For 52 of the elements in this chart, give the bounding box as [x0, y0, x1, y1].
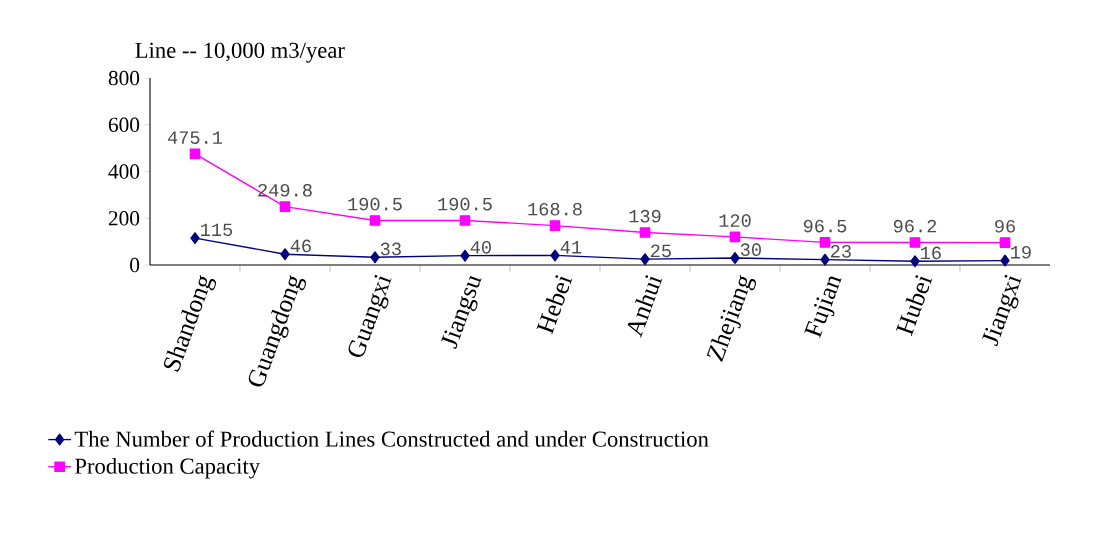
data-label: 139	[629, 209, 661, 223]
point	[370, 251, 380, 264]
x-tick-label: Anhui	[627, 275, 663, 338]
x-tick-label: Hubei	[895, 275, 933, 336]
data-label: 19	[1011, 245, 1031, 259]
point	[909, 237, 921, 248]
legend-label: Production Capacity	[75, 457, 260, 479]
data-label: 96	[995, 219, 1015, 233]
data-label: 115	[201, 223, 233, 237]
data-label: 25	[650, 244, 671, 258]
y-tick-label: 200	[108, 211, 140, 226]
point	[459, 215, 471, 226]
data-label: 190.5	[348, 197, 402, 211]
data-label: 23	[830, 244, 851, 258]
y-tick-label: 400	[108, 164, 140, 179]
point	[999, 237, 1011, 248]
point	[190, 232, 200, 245]
x-tick-label: Hebei	[536, 275, 573, 335]
point	[639, 227, 651, 238]
data-label: 40	[470, 240, 491, 254]
point	[369, 215, 381, 226]
data-label: 96.5	[803, 219, 847, 233]
point	[280, 248, 290, 261]
data-label: 96.2	[893, 219, 937, 233]
data-label: 30	[740, 243, 761, 256]
y-axis-title: Line -- 10,000 m3/year	[135, 42, 345, 63]
point	[820, 253, 830, 266]
point	[819, 237, 831, 248]
data-label: 168.8	[528, 202, 582, 216]
data-label: 41	[560, 241, 582, 254]
point	[550, 249, 560, 262]
point	[460, 249, 470, 262]
data-label: 16	[921, 246, 941, 260]
data-label: 190.5	[438, 197, 492, 211]
point	[730, 251, 740, 264]
data-label: 46	[290, 239, 311, 253]
data-label: 33	[380, 242, 401, 256]
point	[1000, 254, 1010, 267]
x-tick-label: Jiangxi	[982, 274, 1022, 347]
x-tick-label: Fujian	[804, 276, 842, 339]
point	[910, 255, 920, 268]
point	[279, 201, 291, 212]
y-tick-label: 800	[108, 70, 140, 86]
point	[640, 253, 650, 266]
y-tick-label: 600	[108, 117, 140, 132]
y-tick-label: 0	[130, 257, 140, 273]
legend-label: The Number of Production Lines Constructed and under Construction	[74, 430, 709, 447]
data-label: 249.8	[258, 183, 312, 197]
x-tick-label: Jiangsu	[441, 275, 482, 350]
point	[549, 220, 561, 231]
data-label: 475.1	[167, 131, 223, 144]
data-label: 120	[719, 214, 751, 227]
